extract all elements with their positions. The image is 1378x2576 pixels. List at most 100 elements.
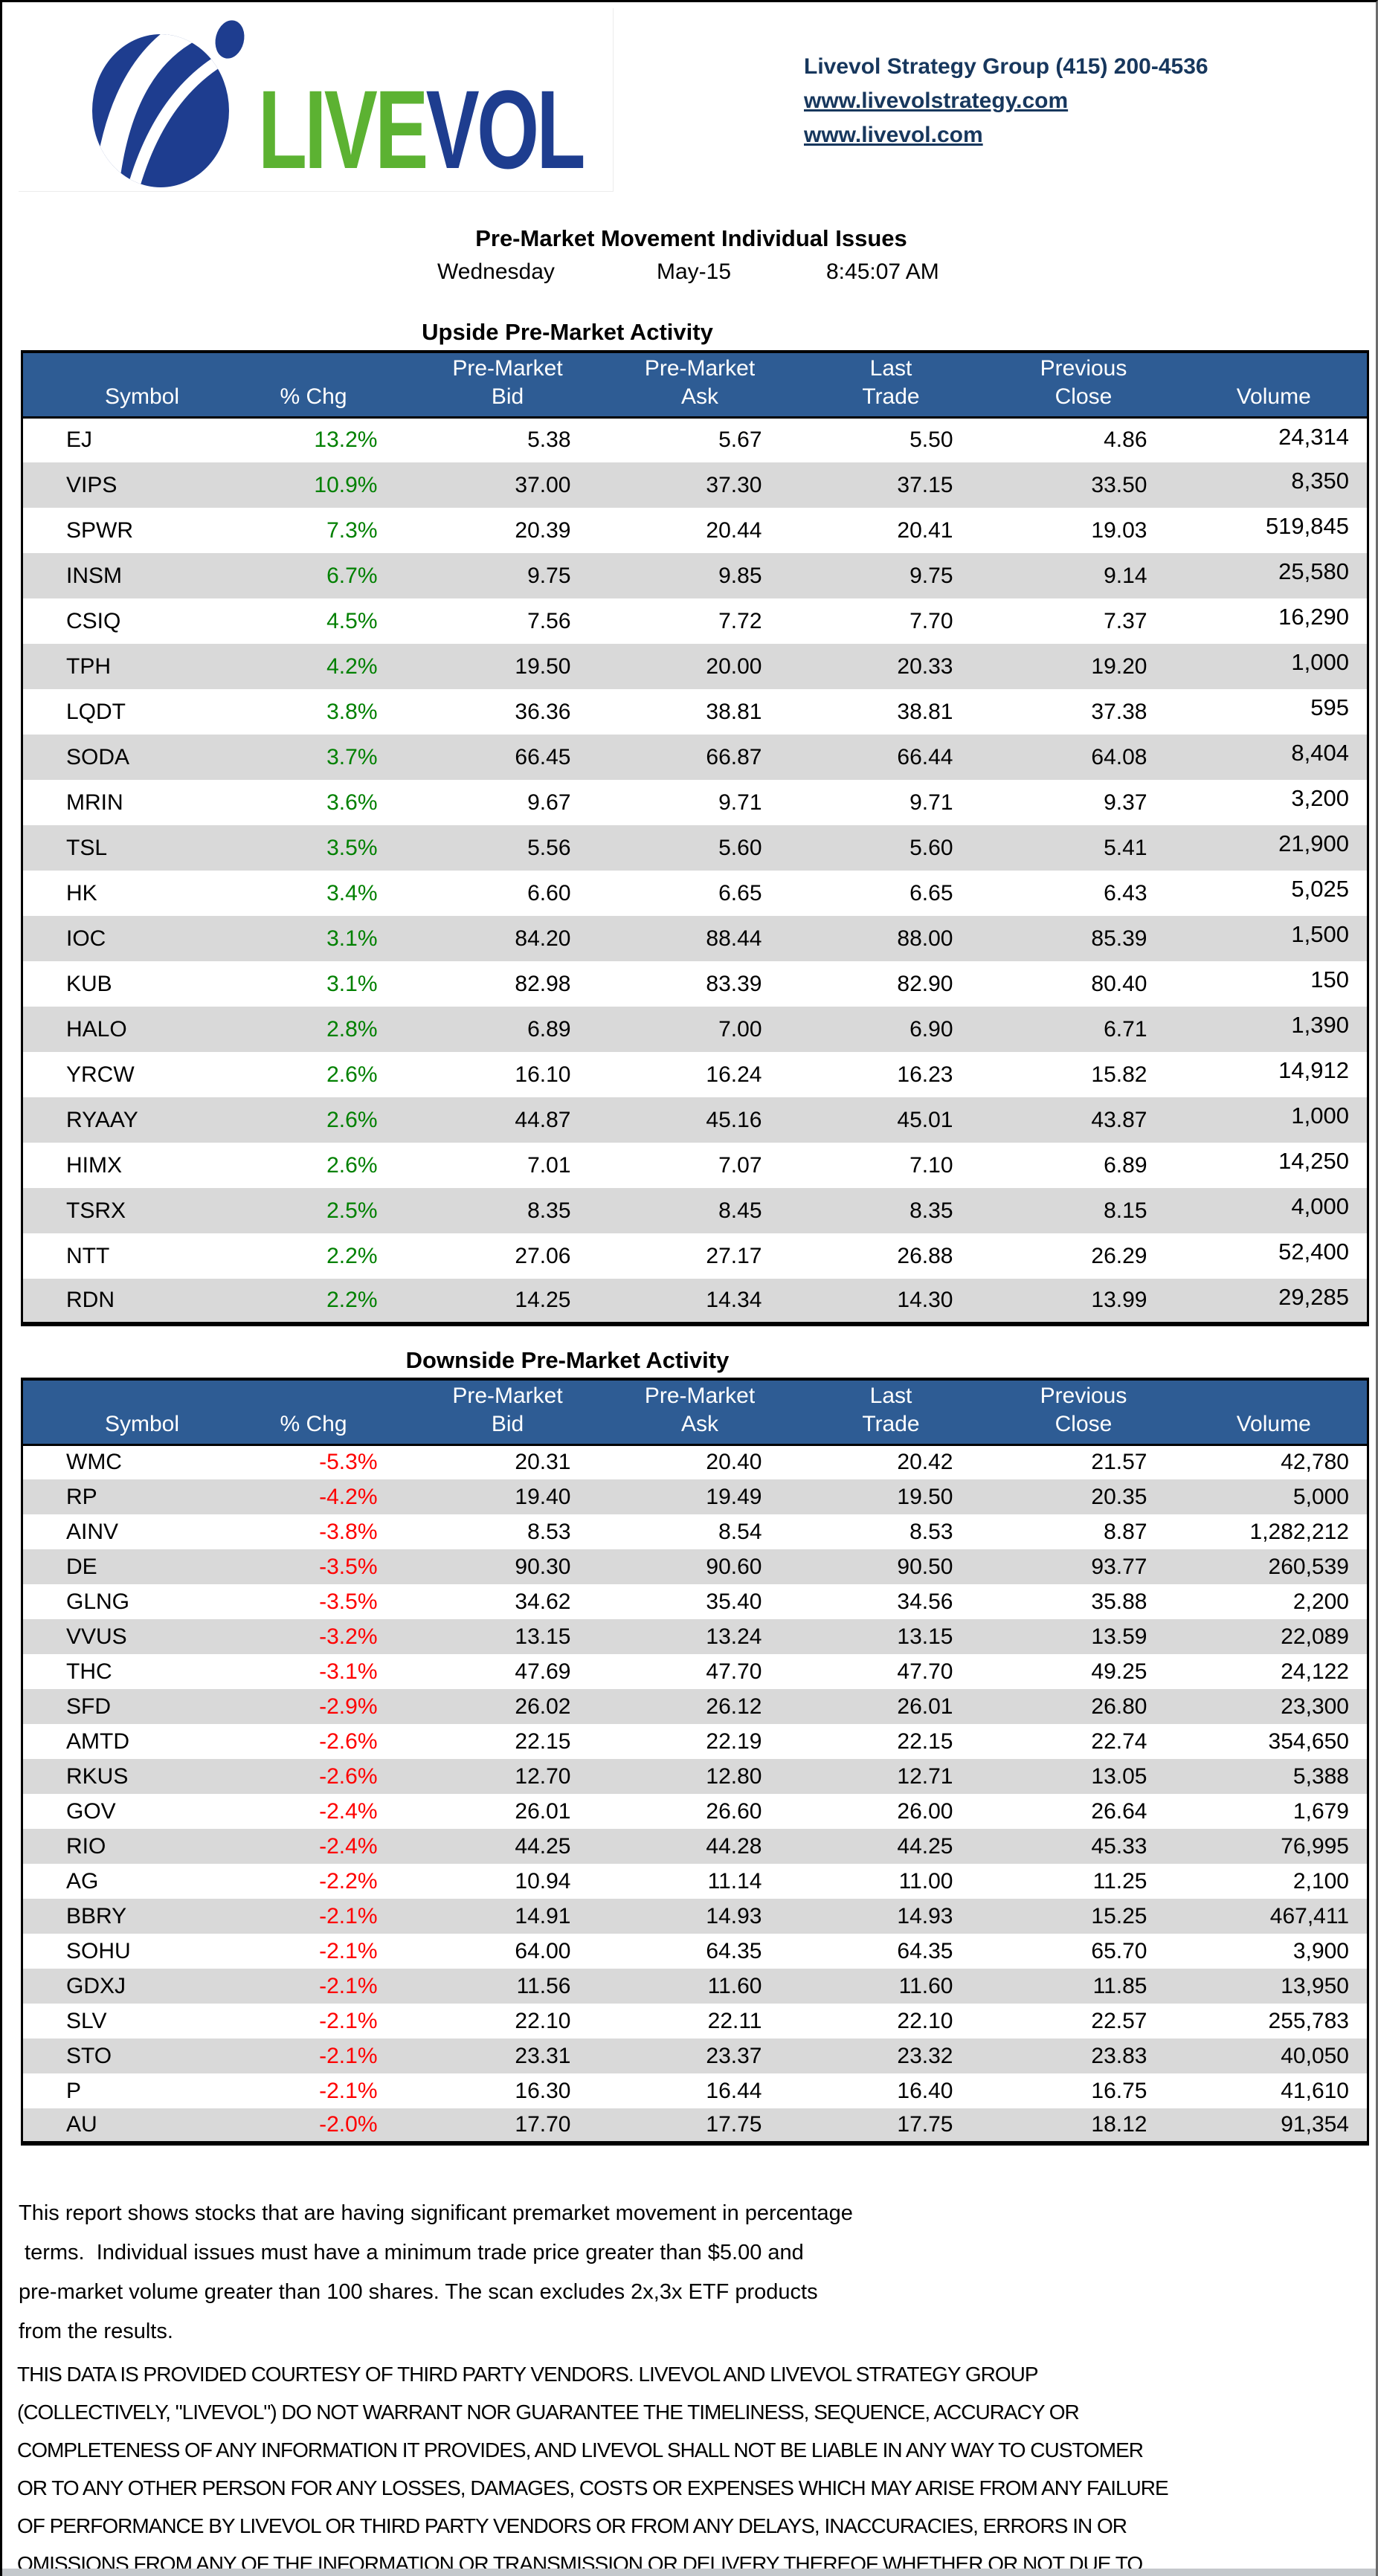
table-row: GOV -2.4% 26.01 26.60 26.00 26.64 1,679 <box>22 1794 1368 1829</box>
column-header-pct-chg: % Chg <box>216 352 411 419</box>
pct-chg-cell: -3.5% <box>319 1589 378 1614</box>
last-trade-cell: 17.75 <box>897 2112 953 2137</box>
downside-section-heading: Downside Pre-Market Activity <box>405 1347 730 1373</box>
premarket-bid-cell: 26.01 <box>515 1798 571 1824</box>
premarket-ask-cell: 16.44 <box>706 2078 762 2103</box>
prev-close-cell: 23.83 <box>1091 2043 1147 2068</box>
premarket-ask-cell: 12.80 <box>706 1763 762 1789</box>
last-trade-cell: 14.93 <box>897 1903 953 1928</box>
table-row: HALO 2.8% 6.89 7.00 6.90 6.71 1,390 <box>22 1007 1368 1052</box>
pct-chg-cell: 3.8% <box>326 699 378 724</box>
prev-close-cell: 26.64 <box>1091 1798 1147 1824</box>
pct-chg-cell: 3.6% <box>326 790 378 815</box>
prev-close-cell: 20.35 <box>1091 1484 1147 1509</box>
last-trade-cell: 11.60 <box>898 1973 953 1998</box>
volume-cell: 42,780 <box>1281 1450 1349 1475</box>
table-row: RIO -2.4% 44.25 44.28 44.25 45.33 76,995 <box>22 1829 1368 1864</box>
premarket-ask-cell: 20.00 <box>706 653 762 679</box>
pct-chg-cell: 3.4% <box>326 880 378 906</box>
pct-chg-cell: 3.1% <box>326 926 378 951</box>
premarket-ask-cell: 7.00 <box>718 1016 762 1042</box>
prev-close-cell: 15.82 <box>1091 1062 1147 1087</box>
premarket-ask-cell: 7.07 <box>718 1152 762 1178</box>
table-row: KUB 3.1% 82.98 83.39 82.90 80.40 150 <box>22 961 1368 1007</box>
volume-cell: 354,650 <box>1268 1728 1349 1754</box>
premarket-bid-cell: 34.62 <box>515 1589 571 1614</box>
premarket-ask-cell: 11.14 <box>707 1868 762 1894</box>
premarket-ask-cell: 22.19 <box>706 1728 762 1754</box>
premarket-bid-cell: 23.31 <box>515 2043 571 2068</box>
volume-cell: 255,783 <box>1268 2008 1349 2033</box>
symbol-cell: RKUS <box>66 1763 129 1789</box>
premarket-bid-cell: 20.31 <box>515 1450 571 1475</box>
premarket-ask-cell: 9.85 <box>718 563 762 588</box>
prev-close-cell: 13.99 <box>1091 1288 1147 1312</box>
premarket-ask-cell: 20.44 <box>706 517 762 543</box>
volume-cell: 595 <box>1310 694 1349 720</box>
last-trade-cell: 12.71 <box>897 1763 953 1789</box>
premarket-bid-cell: 8.35 <box>527 1198 571 1223</box>
last-trade-cell: 44.25 <box>897 1833 953 1859</box>
upside-section-heading: Upside Pre-Market Activity <box>422 319 713 345</box>
text-line: THIS DATA IS PROVIDED COURTESY OF THIRD … <box>17 2363 1039 2386</box>
strategy-site-link[interactable]: www.livevolstrategy.com <box>804 88 1069 113</box>
volume-cell: 467,411 <box>1269 1903 1349 1928</box>
pct-chg-cell: 4.5% <box>326 608 378 633</box>
premarket-bid-cell: 84.20 <box>515 926 571 951</box>
pct-chg-cell: -4.2% <box>319 1484 378 1509</box>
volume-cell: 29,285 <box>1278 1284 1349 1310</box>
upside-table-header: Symbol% Chg Pre-Market Bid Pre-Market Ask Las… <box>22 352 1368 419</box>
symbol-cell: SPWR <box>66 517 133 543</box>
volume-cell: 14,912 <box>1278 1057 1349 1083</box>
premarket-bid-cell: 14.91 <box>515 1903 571 1928</box>
pct-chg-cell: 4.2% <box>326 653 378 679</box>
volume-cell: 1,390 <box>1291 1012 1349 1038</box>
last-trade-cell: 8.35 <box>909 1198 953 1223</box>
table-row: SLV -2.1% 22.10 22.11 22.10 22.57 255,783 <box>22 2004 1368 2038</box>
table-row: SODA 3.7% 66.45 66.87 66.44 64.08 8,404 <box>22 735 1368 780</box>
volume-cell: 1,500 <box>1291 921 1349 947</box>
symbol-cell: LQDT <box>66 699 126 724</box>
premarket-bid-cell: 6.60 <box>527 880 571 906</box>
pct-chg-cell: 13.2% <box>314 427 378 453</box>
upside-table: Symbol% Chg Pre-Market Bid Pre-Market Ask Las… <box>21 350 1369 1326</box>
prev-close-cell: 22.74 <box>1091 1728 1147 1754</box>
premarket-ask-cell: 90.60 <box>706 1554 762 1579</box>
last-trade-cell: 23.32 <box>897 2043 953 2068</box>
symbol-cell: HK <box>66 880 97 906</box>
table-row: YRCW 2.6% 16.10 16.24 16.23 15.82 14,912 <box>22 1052 1368 1097</box>
symbol-cell: BBRY <box>66 1903 127 1928</box>
premarket-bid-cell: 47.69 <box>515 1659 571 1684</box>
premarket-bid-cell: 19.50 <box>515 653 571 679</box>
pct-chg-cell: 6.7% <box>326 563 378 588</box>
last-trade-cell: 20.41 <box>897 517 953 543</box>
symbol-cell: TSRX <box>66 1198 126 1223</box>
legal-disclaimer: THIS DATA IS PROVIDED COURTESY OF THIRD … <box>17 2355 1169 2576</box>
table-row: P -2.1% 16.30 16.44 16.40 16.75 41,610 <box>22 2073 1368 2108</box>
volume-cell: 52,400 <box>1278 1239 1349 1265</box>
volume-cell: 519,845 <box>1265 513 1349 539</box>
symbol-cell: AG <box>66 1868 99 1894</box>
pct-chg-cell: -2.1% <box>319 2043 378 2068</box>
table-row: SOHU -2.1% 64.00 64.35 64.35 65.70 3,900 <box>22 1934 1368 1969</box>
premarket-ask-cell: 64.35 <box>706 1938 762 1963</box>
pct-chg-cell: -2.6% <box>319 1763 378 1789</box>
prev-close-cell: 18.12 <box>1091 2112 1147 2137</box>
pct-chg-cell: 2.8% <box>326 1016 378 1042</box>
premarket-bid-cell: 10.94 <box>515 1868 571 1894</box>
premarket-ask-cell: 47.70 <box>706 1659 762 1684</box>
livevol-site-link[interactable]: www.livevol.com <box>804 123 983 147</box>
prev-close-cell: 33.50 <box>1091 472 1147 497</box>
table-row: SFD -2.9% 26.02 26.12 26.01 26.80 23,300 <box>22 1689 1368 1724</box>
volume-cell: 5,000 <box>1292 1484 1349 1509</box>
premarket-bid-cell: 9.67 <box>527 790 571 815</box>
pct-chg-cell: 10.9% <box>314 472 378 497</box>
table-row: AINV -3.8% 8.53 8.54 8.53 8.87 1,282,212 <box>22 1514 1368 1549</box>
premarket-ask-cell: 11.60 <box>707 1973 762 1998</box>
table-row: CSIQ 4.5% 7.56 7.72 7.70 7.37 16,290 <box>22 598 1368 644</box>
premarket-bid-cell: 64.00 <box>515 1938 571 1963</box>
prev-close-cell: 93.77 <box>1091 1554 1147 1579</box>
premarket-bid-cell: 22.15 <box>515 1728 571 1754</box>
table-row: AMTD -2.6% 22.15 22.19 22.15 22.74 354,650 <box>22 1724 1368 1759</box>
premarket-ask-cell: 8.45 <box>718 1198 762 1223</box>
